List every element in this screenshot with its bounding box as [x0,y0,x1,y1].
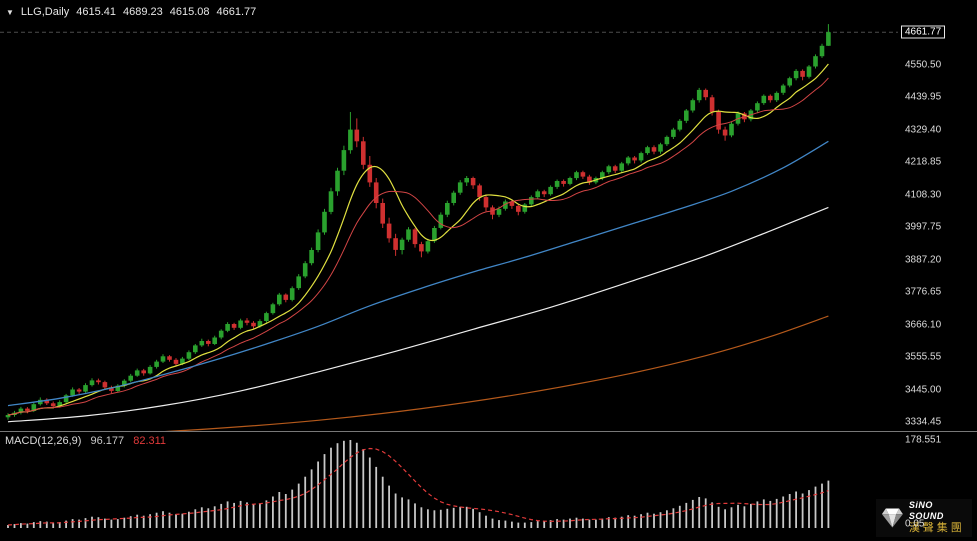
price-axis-label: 3776.65 [905,286,942,298]
macd-axis-top-label: 178.551 [905,434,942,446]
price-axis-label: 4108.30 [905,189,942,201]
macd-signal-value: 82.311 [133,435,167,447]
high-value: 4689.23 [122,6,163,18]
macd-main-value: 96.177 [90,435,125,447]
symbol-label: LLG,Daily [20,6,70,18]
price-axis-label: 4439.95 [905,91,942,103]
logo-brand-text: SiNO SOUND [908,499,944,522]
macd-signal-line [7,447,829,526]
candles [5,24,831,420]
price-axis-label: 3445.00 [905,384,942,395]
ma-white [7,206,829,423]
logo-chinese-text: 漢聲集團 [908,522,965,535]
close-value: 4661.77 [216,6,257,18]
macd-indicator-name: MACD(12,26,9) [5,435,82,447]
price-axis-label: 3997.75 [905,221,942,233]
price-axis-label: 4218.85 [905,156,942,168]
candlestick-chart[interactable] [0,0,899,431]
macd-histogram [7,440,830,528]
price-axis-label: 4550.50 [905,59,942,71]
macd-indicator-chart[interactable] [0,432,899,541]
ma-orange [165,315,829,431]
ma-mid-red [7,77,829,416]
diamond-gem-icon [881,508,903,528]
macd-axis-bottom-label: 0.05 [905,518,925,530]
price-axis-label: 3887.20 [905,254,942,266]
collapse-icon[interactable]: ▼ [6,7,14,17]
broker-watermark: SiNO SOUND 漢聲集團 [876,499,972,537]
macd-label: MACD(12,26,9) 96.177 82.311 [5,435,166,447]
ma-fast-yellow [7,63,829,416]
price-axis[interactable]: 4661.77 178.551 0.05 4550.50 4439.95 4329.… [899,0,977,541]
symbol-quote: ▼ LLG,Daily 4615.41 4689.23 4615.08 4661… [6,6,256,18]
price-axis-label: 4329.40 [905,124,942,136]
price-axis-label: 3666.10 [905,319,942,330]
open-value: 4615.41 [76,6,116,18]
ma-blue [7,140,829,407]
low-value: 4615.08 [169,6,210,18]
current-price-tag: 4661.77 [901,25,946,39]
price-axis-label: 3334.45 [905,416,942,428]
panel-divider[interactable] [0,431,977,432]
price-axis-label: 3555.55 [905,351,942,363]
